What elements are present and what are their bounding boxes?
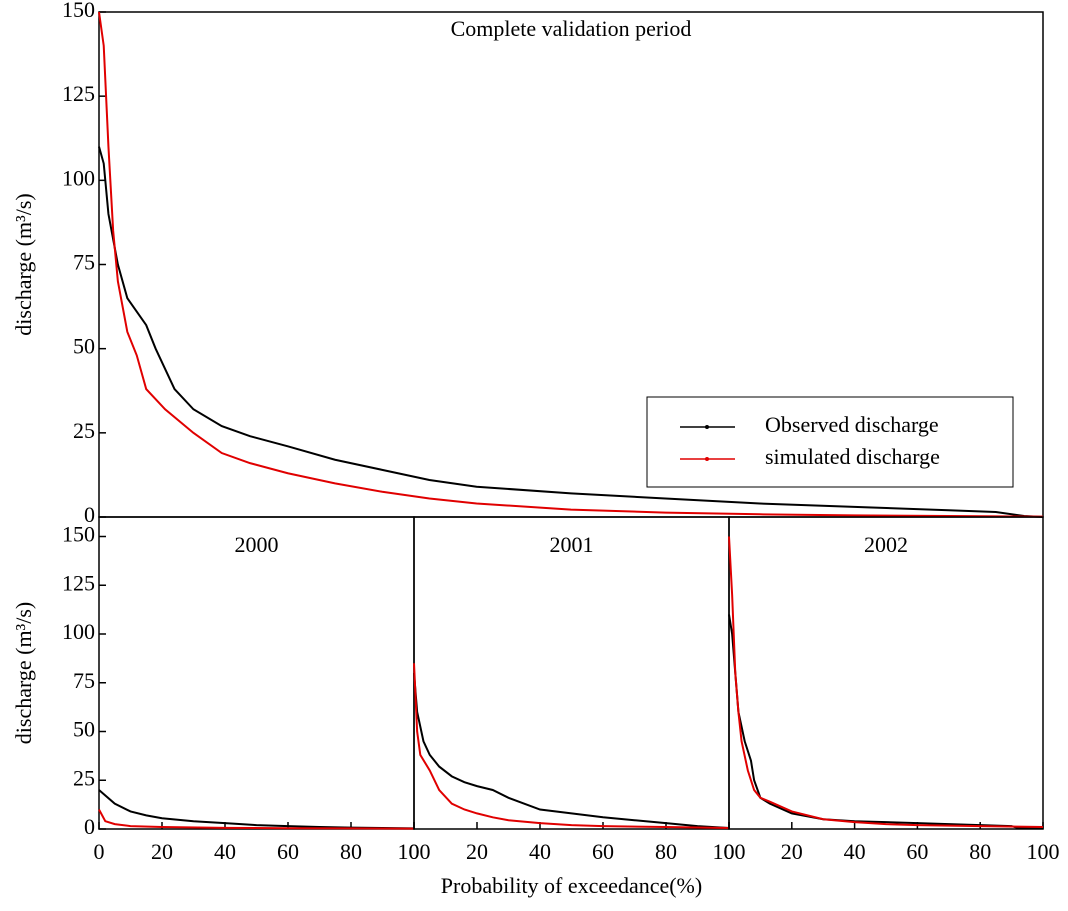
y-tick-label: 150 [62,0,95,22]
legend-label: Observed discharge [765,412,939,437]
y-tick-label: 50 [73,334,95,359]
x-tick-label: 60 [906,839,928,864]
x-tick-label: 40 [214,839,236,864]
y-axis-label: discharge (m³/s) [11,602,36,744]
x-axis-label: Probability of exceedance(%) [441,873,702,898]
panel-title: 2002 [864,532,908,557]
data-line [413,672,730,830]
y-tick-label: 50 [73,717,95,742]
plot-frame [98,516,415,830]
y-tick-label: 125 [62,81,95,106]
x-tick-label: 60 [592,839,614,864]
data-line [98,146,1044,518]
data-line [728,536,1044,829]
plot-frame [728,516,1044,830]
x-tick-label: 100 [1027,839,1060,864]
y-axis-label: discharge (m³/s) [11,193,36,335]
legend-marker [705,457,709,461]
data-line [413,663,730,830]
y-tick-label: 100 [62,165,95,190]
data-line [728,614,1043,830]
x-tick-label: 80 [340,839,362,864]
y-tick-label: 25 [73,418,95,443]
y-tick-label: 125 [62,570,95,595]
x-tick-label: 40 [529,839,551,864]
legend-label: simulated discharge [765,444,940,469]
x-tick-label: 20 [151,839,173,864]
x-tick-label: 0 [409,839,420,864]
legend-marker [705,425,709,429]
y-tick-label: 0 [84,502,95,527]
data-line [98,11,1044,518]
panel-title: 2001 [550,532,594,557]
x-tick-label: 20 [781,839,803,864]
x-tick-label: 20 [466,839,488,864]
y-tick-label: 0 [84,814,95,839]
x-tick-label: 80 [969,839,991,864]
data-line [98,809,415,830]
legend-box [646,396,1014,488]
x-tick-label: 100 [398,839,431,864]
x-tick-label: 0 [94,839,105,864]
x-tick-label: 60 [277,839,299,864]
y-tick-label: 100 [62,619,95,644]
data-line [98,789,415,830]
x-tick-label: 40 [844,839,866,864]
x-tick-label: 80 [655,839,677,864]
y-tick-label: 75 [73,250,95,275]
panel-title: 2000 [235,532,279,557]
x-tick-label: 0 [724,839,735,864]
y-tick-label: 25 [73,765,95,790]
y-tick-label: 150 [62,522,95,547]
x-tick-label: 100 [713,839,746,864]
panel-title: Complete validation period [451,16,692,41]
plot-frame [413,516,730,830]
y-tick-label: 75 [73,668,95,693]
